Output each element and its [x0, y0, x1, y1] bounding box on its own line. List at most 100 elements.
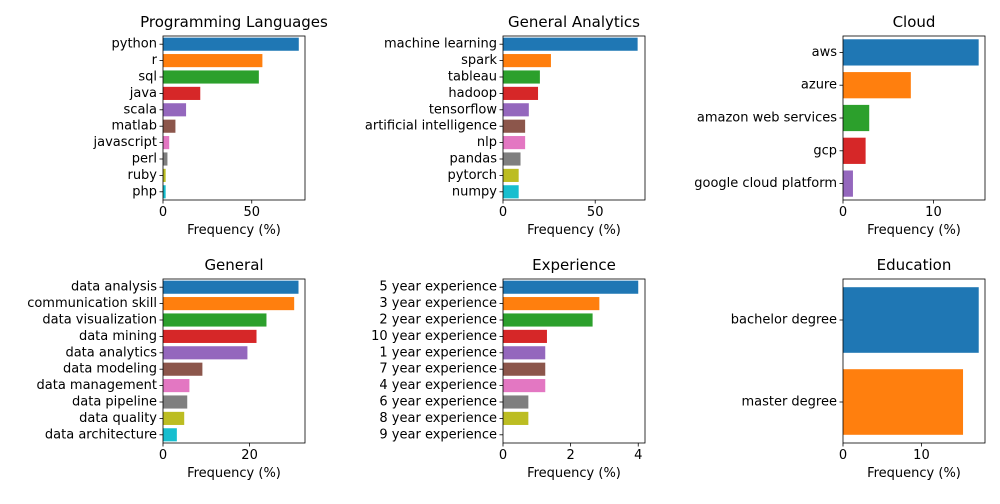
bar [163, 379, 190, 393]
category-label: data mining [79, 329, 157, 344]
bar [503, 103, 529, 117]
category-label: 6 year experience [379, 395, 497, 410]
category-label: artificial intelligence [365, 119, 497, 134]
category-label: tableau [448, 70, 497, 85]
x-tick-label: 0 [159, 205, 167, 220]
category-label: 1 year experience [379, 345, 497, 360]
category-label: machine learning [384, 37, 497, 52]
category-label: python [112, 37, 157, 52]
axes-frame [162, 278, 306, 444]
axes-frame [162, 35, 306, 201]
category-label: google cloud platform [694, 176, 837, 191]
category-label: php [132, 184, 157, 199]
chart-title: Education [877, 256, 952, 274]
category-label: scala [124, 102, 157, 117]
bar [503, 313, 593, 327]
category-label: data analytics [65, 345, 157, 360]
bar [163, 86, 201, 100]
x-tick-label: 20 [241, 448, 258, 463]
x-tick-label: 50 [587, 205, 604, 220]
bar [503, 136, 526, 150]
x-tick-label: 0 [839, 205, 847, 220]
bar [163, 411, 185, 425]
category-label: ruby [127, 168, 157, 183]
bar [503, 329, 547, 343]
category-label: 7 year experience [379, 362, 497, 377]
category-label: communication skill [27, 296, 157, 311]
bar [503, 86, 539, 100]
bar [503, 168, 519, 182]
bar [163, 329, 257, 343]
bar [503, 362, 546, 376]
bar [163, 103, 187, 117]
bar [163, 395, 188, 409]
category-label: 9 year experience [379, 427, 497, 442]
bar [163, 168, 166, 182]
category-label: data modeling [63, 362, 157, 377]
bar [843, 137, 866, 164]
category-label: master degree [741, 395, 837, 410]
category-label: perl [132, 152, 157, 167]
x-tick-label: 4 [634, 448, 642, 463]
x-axis-label: Frequency (%) [187, 466, 281, 481]
bar [163, 185, 166, 199]
x-tick-label: 0 [499, 205, 507, 220]
bar [503, 411, 529, 425]
bar [503, 119, 526, 133]
bar [843, 104, 870, 132]
bar [163, 280, 299, 294]
category-label: 2 year experience [379, 313, 497, 328]
category-label: gcp [813, 143, 837, 158]
bar [843, 39, 979, 66]
bar [503, 395, 529, 409]
bar [503, 297, 600, 311]
x-axis-label: Frequency (%) [527, 223, 621, 238]
category-label: bachelor degree [731, 313, 837, 328]
category-label: data architecture [45, 427, 157, 442]
x-tick-label: 10 [925, 205, 942, 220]
category-label: nlp [477, 135, 497, 150]
category-label: pytorch [448, 168, 497, 183]
chart-panel-2: aws azure amazon web services gcp google clo… [694, 13, 986, 238]
bar [503, 152, 521, 166]
bar [163, 362, 203, 376]
x-tick-label: 50 [243, 205, 260, 220]
bar [163, 428, 177, 442]
category-label: java [129, 86, 157, 101]
chart-title: General [204, 256, 263, 274]
category-label: numpy [452, 184, 497, 199]
bar [503, 70, 540, 84]
bar [503, 37, 638, 51]
chart-title: General Analytics [508, 13, 640, 31]
chart-title: Cloud [893, 13, 936, 31]
category-label: data pipeline [72, 395, 157, 410]
bar [163, 37, 299, 51]
x-axis-label: Frequency (%) [187, 223, 281, 238]
bar [843, 369, 964, 435]
x-tick-label: 2 [566, 448, 574, 463]
bar [163, 313, 267, 327]
category-label: azure [801, 78, 837, 93]
bar [503, 280, 639, 294]
category-label: data quality [79, 411, 157, 426]
category-label: r [152, 53, 158, 68]
bar [163, 346, 248, 360]
category-label: pandas [450, 152, 498, 167]
category-label: 4 year experience [379, 378, 497, 393]
category-label: data visualization [42, 313, 157, 328]
chart-title: Programming Languages [140, 13, 328, 31]
x-tick-label: 0 [499, 448, 507, 463]
axes-frame [842, 278, 986, 444]
x-tick-label: 0 [159, 448, 167, 463]
category-label: tensorflow [429, 102, 498, 117]
category-label: 10 year experience [371, 329, 497, 344]
category-label: 5 year experience [379, 280, 497, 295]
category-label: 8 year experience [379, 411, 497, 426]
category-label: javascript [93, 135, 157, 150]
axes-frame [502, 278, 646, 444]
x-tick-label: 0 [839, 448, 847, 463]
